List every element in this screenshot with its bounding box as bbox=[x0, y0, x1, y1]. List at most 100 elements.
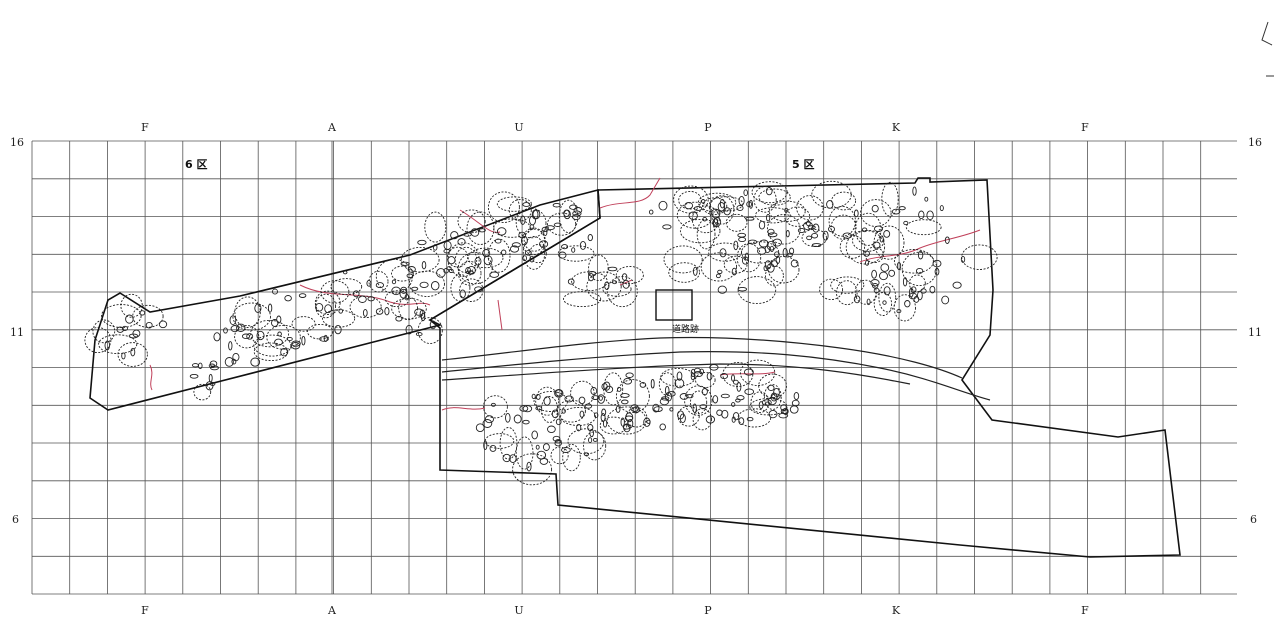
zone5-outline bbox=[428, 177, 1181, 558]
feature-pit bbox=[668, 262, 701, 283]
feature-pit bbox=[400, 261, 410, 266]
feature-pit bbox=[659, 397, 670, 406]
feature-pit bbox=[417, 239, 427, 246]
feature-pit bbox=[400, 246, 440, 273]
feature-pit bbox=[944, 236, 950, 244]
feature-pit bbox=[753, 186, 777, 213]
feature-pit bbox=[643, 417, 651, 427]
feature-pit bbox=[579, 410, 585, 418]
feature-pit bbox=[563, 291, 602, 308]
feature-pit bbox=[490, 402, 496, 407]
feature-pit bbox=[658, 200, 668, 211]
feature-pit bbox=[706, 372, 713, 381]
feature-pit bbox=[625, 372, 634, 378]
feature-pit bbox=[322, 309, 356, 328]
feature-pit bbox=[512, 453, 553, 486]
feature-pit bbox=[751, 181, 788, 204]
feature-pit bbox=[705, 415, 716, 424]
feature-pit bbox=[210, 365, 219, 371]
feature-pit bbox=[400, 286, 408, 294]
feature-pit bbox=[342, 270, 348, 275]
feature-pit bbox=[853, 209, 859, 218]
feature-pit bbox=[583, 431, 607, 461]
feature-pit bbox=[630, 404, 639, 412]
feature-pit bbox=[529, 215, 536, 226]
feature-pit bbox=[223, 327, 228, 334]
feature-pit bbox=[764, 265, 784, 287]
feature-pit bbox=[556, 399, 586, 423]
feature-pit bbox=[482, 419, 493, 428]
feature-pit bbox=[553, 222, 562, 227]
feature-pit bbox=[676, 201, 714, 229]
feature-pit bbox=[611, 280, 618, 285]
feature-pit bbox=[193, 383, 212, 401]
feature-pit bbox=[836, 280, 858, 306]
feature-pit bbox=[526, 461, 532, 472]
feature-pit bbox=[474, 257, 482, 266]
feature-pit bbox=[873, 225, 884, 232]
feature-pit bbox=[621, 399, 629, 405]
feature-pit bbox=[522, 202, 531, 207]
feature-pit bbox=[616, 386, 622, 392]
feature-pit bbox=[766, 240, 777, 251]
feature-pit bbox=[627, 418, 634, 429]
feature-pit bbox=[384, 290, 410, 308]
feature-pit bbox=[679, 218, 721, 244]
col-label-bottom-4: K bbox=[892, 604, 901, 617]
feature-pit bbox=[709, 364, 719, 371]
feature-pit bbox=[320, 280, 350, 304]
feature-pit bbox=[560, 407, 597, 426]
feature-pit bbox=[690, 368, 696, 378]
col-label-top-3: P bbox=[704, 121, 712, 134]
feature-pit bbox=[853, 295, 861, 304]
feature-pit bbox=[563, 209, 571, 220]
col-label-top-2: U bbox=[514, 121, 523, 134]
feature-pit bbox=[733, 240, 739, 251]
feature-pit bbox=[408, 270, 445, 297]
feature-pit bbox=[552, 202, 561, 208]
feature-pit bbox=[871, 269, 877, 279]
feature-pit bbox=[738, 417, 745, 425]
feature-pit bbox=[557, 245, 595, 262]
feature-pit bbox=[571, 271, 608, 292]
feature-pit bbox=[601, 408, 607, 417]
feature-pit bbox=[529, 244, 547, 264]
feature-pit bbox=[883, 230, 891, 238]
feature-pit bbox=[784, 206, 811, 227]
feature-pit bbox=[782, 407, 789, 415]
feature-pit bbox=[659, 423, 666, 431]
feature-pit bbox=[883, 286, 891, 296]
col-label-bottom-5: F bbox=[1081, 604, 1089, 617]
feature-pit bbox=[715, 273, 721, 279]
feature-pit bbox=[828, 205, 856, 237]
feature-pit bbox=[459, 278, 484, 302]
feature-pit bbox=[873, 292, 893, 316]
feature-pit bbox=[467, 265, 476, 275]
feature-pit bbox=[782, 247, 788, 258]
feature-pit bbox=[620, 417, 625, 427]
feature-pit bbox=[562, 443, 581, 472]
feature-pit bbox=[536, 450, 547, 460]
col-label-bottom-1: A bbox=[327, 604, 337, 617]
column-labels-top: F A U P K F bbox=[141, 121, 1089, 134]
feature-pit bbox=[191, 363, 199, 368]
feature-pit bbox=[230, 325, 239, 333]
feature-pit bbox=[719, 248, 727, 258]
feature-pit bbox=[522, 255, 527, 262]
feature-pit bbox=[158, 320, 168, 329]
feature-pit bbox=[483, 255, 493, 266]
feature-pit bbox=[678, 190, 702, 210]
feature-pit bbox=[758, 220, 766, 230]
feature-pit bbox=[520, 215, 526, 225]
feature-pit bbox=[744, 388, 755, 395]
feature-pit bbox=[228, 341, 233, 351]
feature-pit bbox=[587, 272, 595, 282]
feature-pit bbox=[653, 406, 663, 412]
feature-pit bbox=[905, 219, 942, 236]
feature-pit bbox=[898, 206, 906, 211]
feature-pit bbox=[717, 269, 723, 275]
feature-pit bbox=[509, 454, 517, 463]
feature-pit bbox=[803, 221, 813, 231]
feature-pit bbox=[731, 402, 736, 407]
feature-pit bbox=[676, 371, 683, 381]
